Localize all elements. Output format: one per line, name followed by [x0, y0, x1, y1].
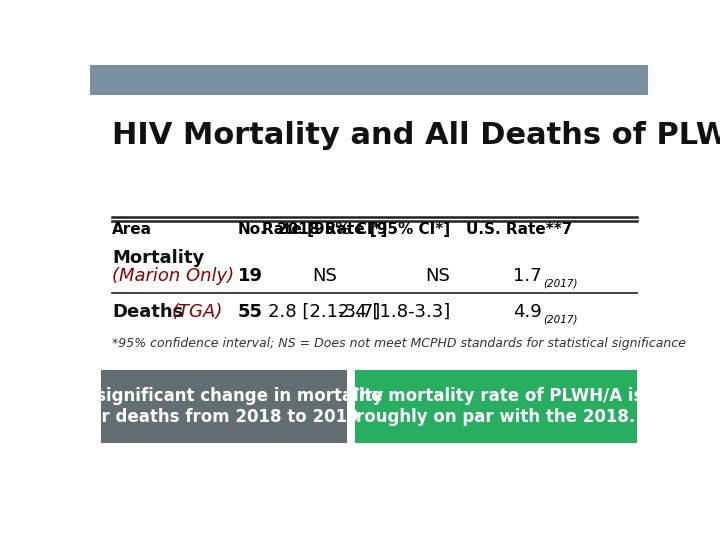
Text: No significant change in mortality
or deaths from 2018 to 2019: No significant change in mortality or de… — [65, 387, 383, 426]
Text: 2018 Rate [95% CI*]: 2018 Rate [95% CI*] — [276, 221, 450, 237]
FancyBboxPatch shape — [90, 65, 648, 94]
Text: U.S. Rate**7: U.S. Rate**7 — [467, 221, 572, 237]
Text: 2.4 [1.8-3.3]: 2.4 [1.8-3.3] — [338, 303, 450, 321]
Text: 55: 55 — [238, 303, 263, 321]
Text: (2017): (2017) — [543, 315, 577, 325]
Text: *95% confidence interval; NS = Does not meet MCPHD standards for statistical sig: *95% confidence interval; NS = Does not … — [112, 337, 686, 350]
Text: Area: Area — [112, 221, 153, 237]
Text: 1.7: 1.7 — [513, 267, 542, 285]
Text: 4.9: 4.9 — [513, 303, 542, 321]
Text: No.: No. — [238, 221, 266, 237]
Text: NS: NS — [425, 267, 450, 285]
FancyBboxPatch shape — [355, 370, 637, 443]
Text: (TGA): (TGA) — [172, 303, 223, 321]
Text: (Marion Only): (Marion Only) — [112, 267, 235, 285]
FancyBboxPatch shape — [101, 370, 347, 443]
Text: Rate [95% CI*]: Rate [95% CI*] — [261, 221, 387, 237]
Text: HIV Mortality and All Deaths of PLWH/A: HIV Mortality and All Deaths of PLWH/A — [112, 121, 720, 150]
Text: NS: NS — [312, 267, 337, 285]
Text: 19: 19 — [238, 267, 263, 285]
Text: Mortality: Mortality — [112, 249, 204, 267]
Text: Deaths: Deaths — [112, 303, 184, 321]
Text: The mortality rate of PLWH/A is
roughly on par with the 2018.: The mortality rate of PLWH/A is roughly … — [348, 387, 644, 426]
Text: (2017): (2017) — [543, 279, 577, 288]
Text: 2.8 [2.1-3.7]: 2.8 [2.1-3.7] — [269, 303, 380, 321]
